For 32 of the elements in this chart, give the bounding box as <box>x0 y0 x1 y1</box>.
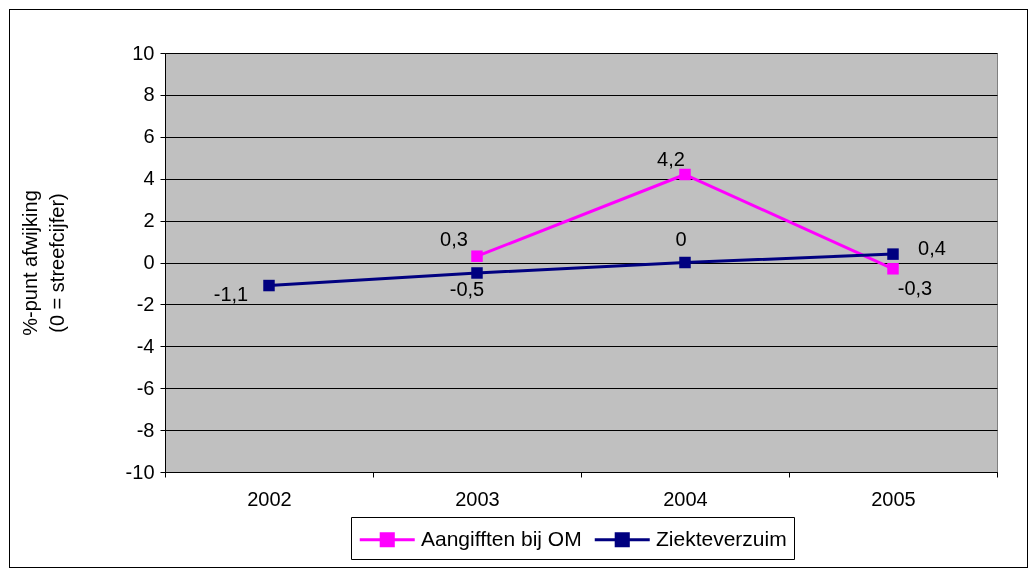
y-tick-label: -8 <box>136 418 155 441</box>
x-tick-label: 2003 <box>455 487 500 510</box>
y-tick-label: 2 <box>143 209 155 232</box>
data-label: 0 <box>675 227 687 250</box>
data-label: -0,5 <box>449 277 485 300</box>
point <box>887 263 899 275</box>
point <box>263 279 275 292</box>
y-tick-label: 6 <box>143 125 155 148</box>
point <box>679 256 691 269</box>
data-label: 0,4 <box>918 237 946 260</box>
point <box>887 248 899 260</box>
y-tick-label: 4 <box>143 167 155 190</box>
y-tick-label: -6 <box>136 376 155 399</box>
data-label: -1,1 <box>213 282 249 305</box>
y-tick-label: 10 <box>132 41 155 64</box>
legend-label: Aangifften bij OM <box>421 526 582 550</box>
y-tick-label: 0 <box>143 251 155 273</box>
x-tick-label: 2004 <box>663 487 708 510</box>
point <box>471 267 483 279</box>
y-axis-title: %-punt afwijking (0 = streefcijfer) <box>18 190 68 336</box>
point <box>679 168 691 181</box>
y-tick-label: -10 <box>125 460 155 483</box>
data-label: -0,3 <box>897 276 933 299</box>
y-tick-label: -2 <box>136 292 155 315</box>
y-tick-label: -4 <box>136 334 155 357</box>
y-tick-label: 8 <box>143 83 155 106</box>
x-tick-label: 2002 <box>247 487 292 510</box>
data-label: 4,2 <box>657 147 685 170</box>
x-tick-label: 2005 <box>871 487 916 510</box>
point <box>471 250 483 262</box>
legend-label: Ziekteverzuim <box>656 526 787 550</box>
data-label: 0,3 <box>440 228 468 251</box>
